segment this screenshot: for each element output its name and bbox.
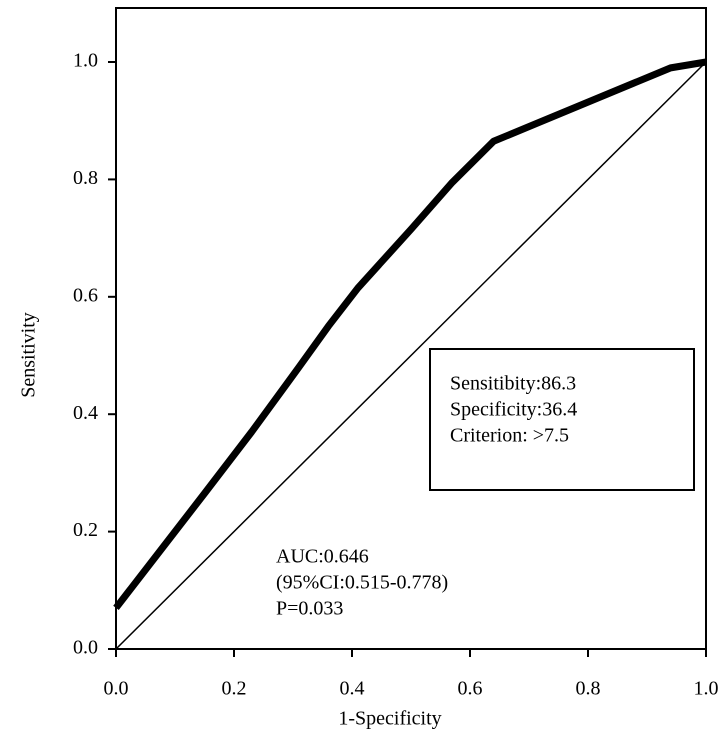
x-tick-label: 0.6 bbox=[458, 678, 483, 700]
box-text: Sensitibity:86.3 bbox=[450, 373, 576, 395]
y-tick-label: 0.8 bbox=[73, 167, 98, 189]
y-tick-label: 0.4 bbox=[73, 402, 98, 424]
x-tick-label: 0.8 bbox=[576, 678, 601, 700]
y-tick-label: 0.2 bbox=[73, 519, 98, 541]
x-tick-label: 0.2 bbox=[222, 678, 247, 700]
box-text: Criterion: >7.5 bbox=[450, 425, 569, 447]
y-tick-label: 1.0 bbox=[73, 50, 98, 72]
plot-frame bbox=[115, 7, 707, 650]
x-axis-title: 1-Specificity bbox=[338, 708, 441, 730]
roc-curve bbox=[113, 58, 707, 611]
annotation-text: P=0.033 bbox=[276, 598, 343, 620]
x-tick-label: 0.0 bbox=[104, 678, 129, 700]
annotation-text: AUC:0.646 bbox=[276, 546, 369, 568]
x-tick-label: 1.0 bbox=[694, 678, 719, 700]
y-axis-title: Sensitivity bbox=[18, 312, 40, 398]
y-tick-label: 0.0 bbox=[73, 637, 98, 659]
annotation-text: (95%CI:0.515-0.778) bbox=[276, 572, 448, 594]
box-text: Specificity:36.4 bbox=[450, 399, 577, 421]
y-tick-label: 0.6 bbox=[73, 284, 98, 306]
reference-line bbox=[115, 61, 707, 650]
annotation-box bbox=[429, 348, 695, 491]
x-tick-label: 0.4 bbox=[340, 678, 365, 700]
